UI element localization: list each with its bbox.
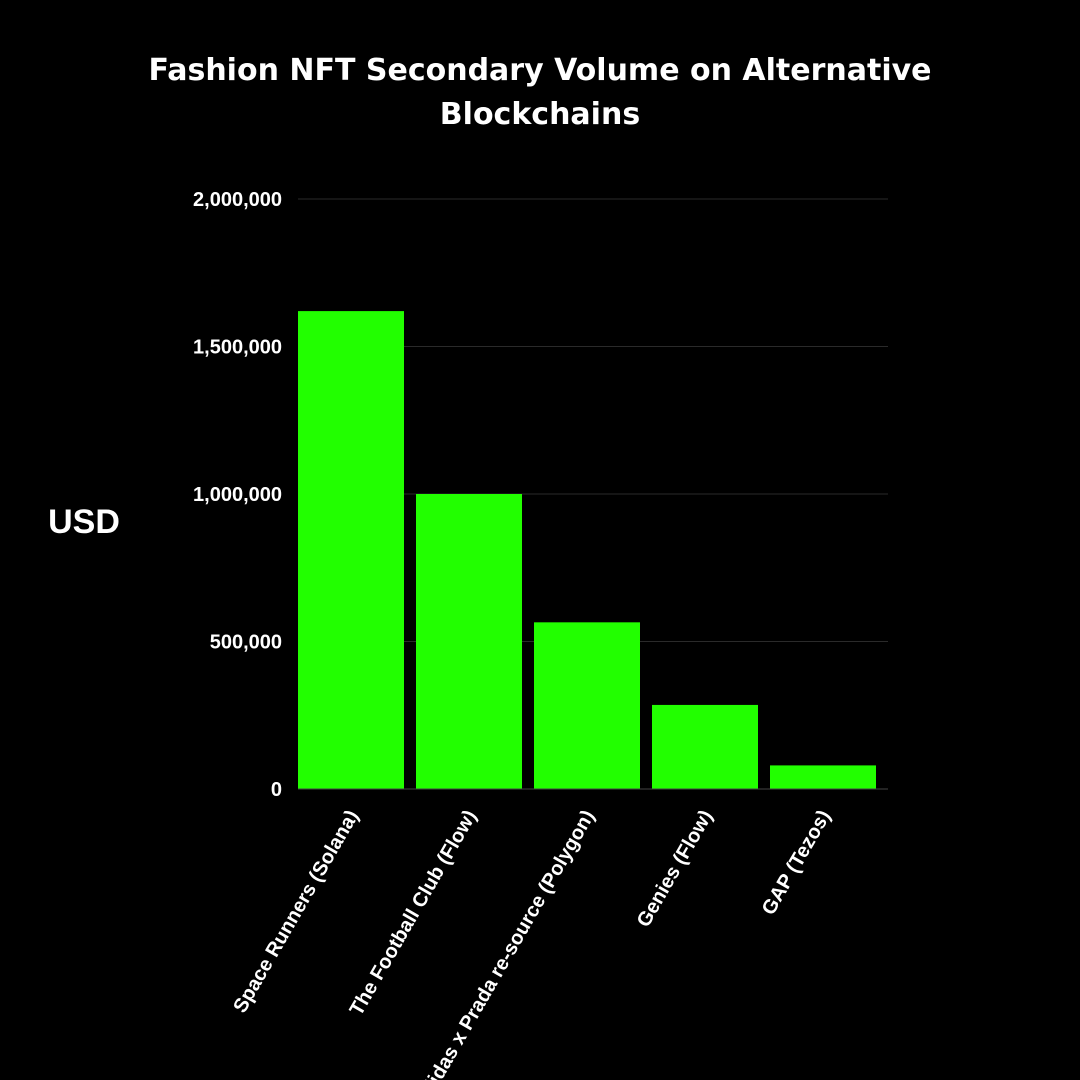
y-tick-label: 0 (271, 779, 282, 801)
bar-2 (416, 494, 522, 789)
bars (298, 311, 876, 789)
y-tick-label: 500,000 (210, 632, 282, 654)
y-axis-label: USD (48, 503, 120, 541)
y-axis-ticks: 0 500,000 1,000,000 1,500,000 2,000,000 (193, 189, 282, 801)
y-tick-label: 2,000,000 (193, 189, 282, 211)
bar-3 (534, 622, 640, 789)
y-tick-label: 1,000,000 (193, 484, 282, 506)
chart-title-line-1: Fashion NFT Secondary Volume on Alternat… (148, 53, 931, 88)
bar-5 (770, 765, 876, 789)
chart-title-line-2: Blockchains (440, 97, 640, 132)
bar-4 (652, 704, 758, 789)
y-tick-label: 1,500,000 (193, 337, 282, 359)
bar-1 (298, 311, 404, 789)
